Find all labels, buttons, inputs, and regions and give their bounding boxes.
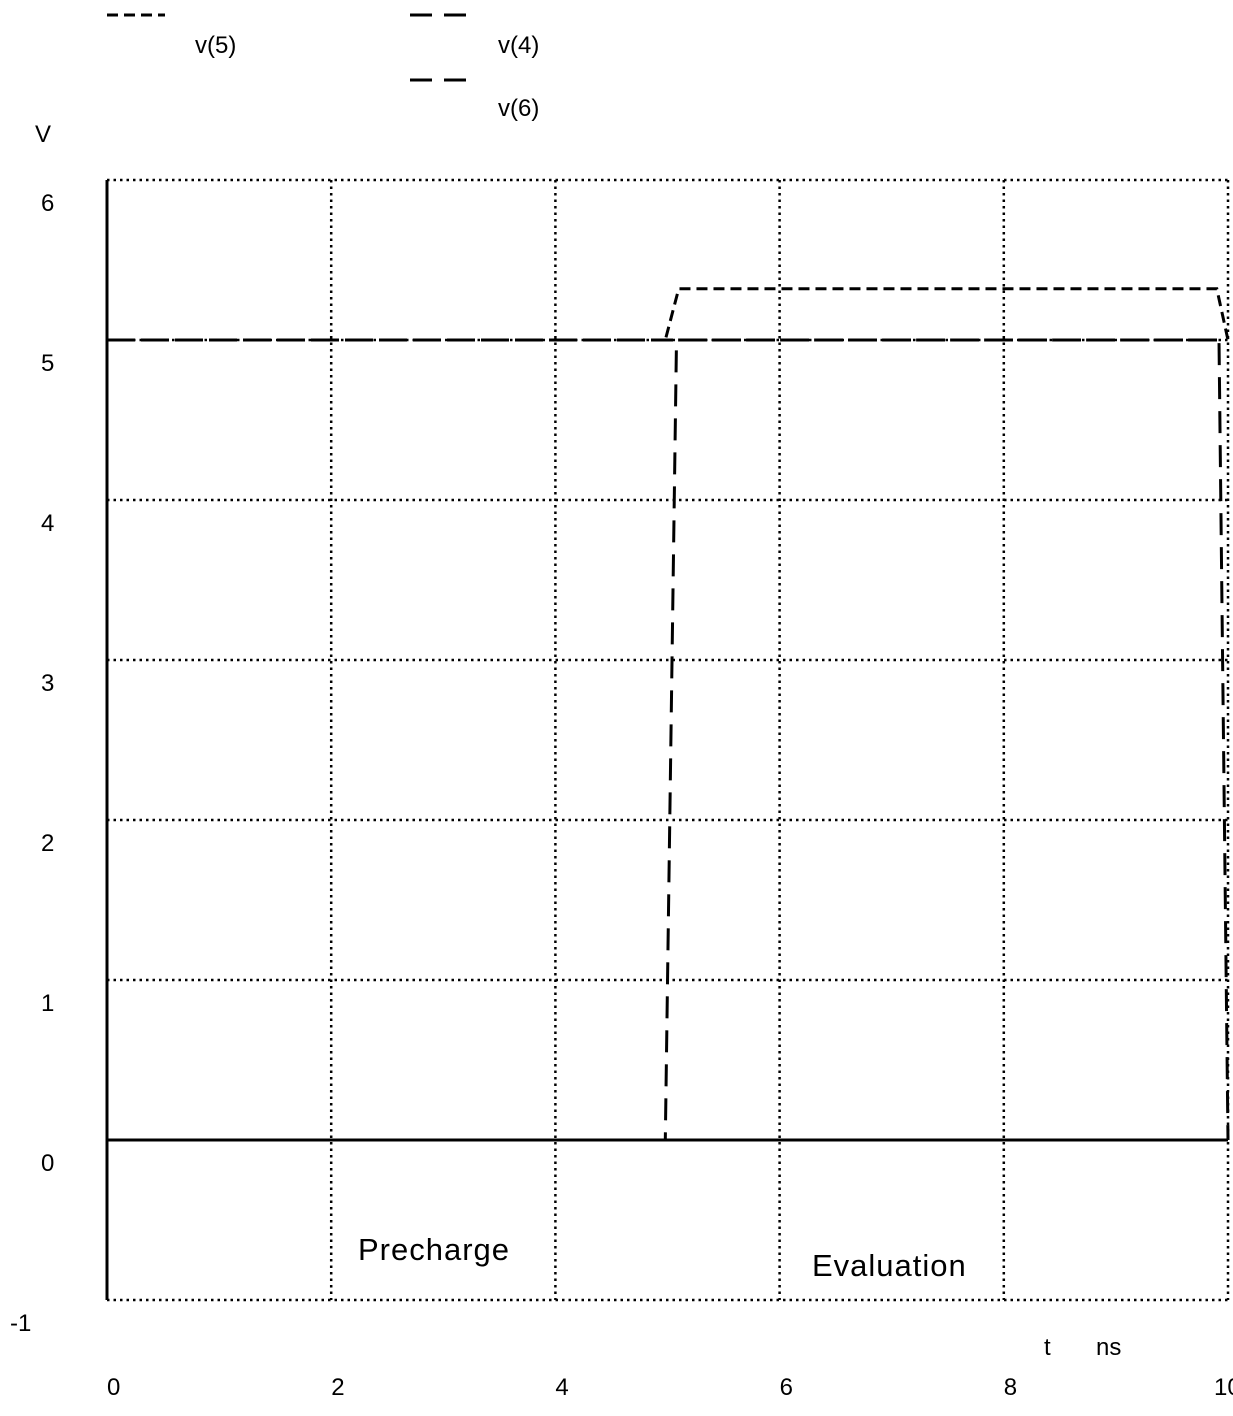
annotation-evaluation: Evaluation	[812, 1248, 967, 1283]
x-tick-labels: 0 2 4 6 8 10	[107, 1374, 1233, 1401]
legend-label: v(5)	[195, 32, 236, 59]
series-group	[107, 287, 1230, 1142]
series-line-v5	[107, 287, 1230, 342]
y-tick-label: 0	[41, 1150, 54, 1177]
y-tick-label: 1	[41, 990, 54, 1017]
y-axis-label: V	[35, 121, 51, 148]
x-axis-unit: ns	[1096, 1334, 1121, 1361]
x-tick-label: 4	[555, 1374, 568, 1401]
x-axis-label: t	[1044, 1334, 1051, 1361]
y-tick-label: 2	[41, 830, 54, 857]
x-tick-label: 10	[1214, 1374, 1233, 1401]
x-tick-label: 8	[1004, 1374, 1017, 1401]
x-tick-label: 0	[107, 1374, 120, 1401]
y-tick-label: 5	[41, 350, 54, 377]
y-tick-label: -1	[10, 1310, 31, 1337]
annotation-precharge: Precharge	[358, 1232, 510, 1267]
y-tick-label: 4	[41, 510, 54, 537]
grid	[107, 178, 1230, 1302]
legend: v(5) v(4) v(6)	[107, 13, 539, 122]
x-tick-label: 2	[331, 1374, 344, 1401]
y-tick-label: 6	[41, 190, 54, 217]
x-tick-label: 6	[780, 1374, 793, 1401]
series-line-v6	[107, 338, 1230, 1142]
y-tick-labels: -1 0 1 2 3 4 5 6	[10, 190, 54, 1337]
y-tick-label: 3	[41, 670, 54, 697]
legend-label: v(4)	[498, 32, 539, 59]
legend-label: v(6)	[498, 95, 539, 122]
